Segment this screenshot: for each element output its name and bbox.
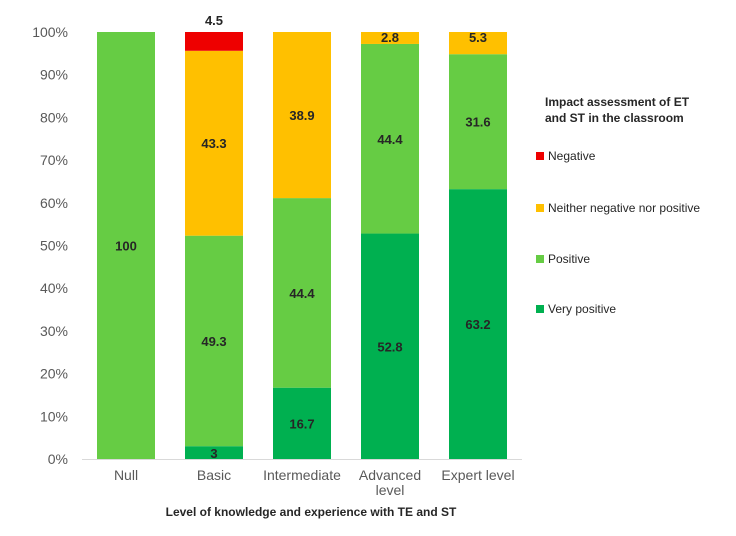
bar-segment [185, 446, 243, 459]
bar-segment [449, 32, 507, 55]
data-label: 52.8 [377, 339, 402, 354]
y-tick-label: 20% [40, 366, 68, 382]
data-labels: 100 3 49.3 43.3 4.5 16.7 44.4 38.9 52.8 44.4 2.8 63… [115, 13, 491, 461]
bar-segment [449, 189, 507, 460]
legend-label: Neither negative nor positive [548, 201, 700, 215]
x-axis-title: Level of knowledge and experience with T… [166, 505, 457, 519]
y-tick-label: 50% [40, 238, 68, 254]
legend-swatch [536, 255, 544, 263]
y-tick-label: 40% [40, 280, 68, 296]
x-tick-label: Expert level [441, 467, 514, 483]
bar-segment [273, 198, 331, 388]
bar-segment [273, 387, 331, 459]
data-label: 49.3 [201, 334, 226, 349]
data-label: 2.8 [381, 30, 399, 45]
bar-segment [361, 32, 419, 44]
y-tick-label: 10% [40, 408, 68, 424]
data-label: 100 [115, 239, 137, 254]
legend-label: Negative [548, 149, 596, 163]
x-tick-label: Basic [197, 467, 231, 483]
legend-swatch [536, 305, 544, 313]
data-label: 16.7 [289, 416, 314, 431]
legend-swatch [536, 152, 544, 160]
bar-segment [185, 32, 243, 51]
bar-segment [185, 235, 243, 447]
y-tick-label: 30% [40, 323, 68, 339]
bar-segment [273, 32, 331, 199]
y-tick-label: 100% [32, 24, 68, 40]
legend-label: Very positive [548, 302, 616, 316]
data-label: 5.3 [469, 30, 487, 45]
bar-segment [361, 43, 419, 234]
data-label: 63.2 [465, 317, 490, 332]
bar-segment [449, 54, 507, 190]
data-label: 44.4 [289, 286, 315, 301]
legend-swatch [536, 204, 544, 212]
legend-label: Positive [548, 252, 590, 266]
y-tick-label: 60% [40, 195, 68, 211]
legend: Impact assessment of ET and ST in the cla… [536, 95, 700, 316]
data-label: 43.3 [201, 136, 226, 151]
bars [97, 32, 507, 460]
bar-segment [361, 233, 419, 459]
y-axis-ticks: 0% 10% 20% 30% 40% 50% 60% 70% 80% 90% 100% [32, 24, 68, 467]
bar-segment [97, 32, 155, 459]
data-label: 38.9 [289, 108, 314, 123]
data-label: 31.6 [465, 115, 490, 130]
data-label: 3 [210, 446, 217, 461]
x-axis-ticks: Null Basic Intermediate Advanced level Expert… [114, 467, 515, 498]
y-tick-label: 90% [40, 67, 68, 83]
legend-title: Impact assessment of ET and ST in the cla… [545, 95, 690, 125]
y-tick-label: 80% [40, 109, 68, 125]
bar-segment [185, 50, 243, 236]
data-label: 44.4 [377, 132, 403, 147]
x-tick-label: Advanced level [359, 467, 421, 498]
y-tick-label: 0% [48, 451, 68, 467]
data-label: 4.5 [205, 13, 223, 28]
x-tick-label: Null [114, 467, 138, 483]
x-tick-label: Intermediate [263, 467, 341, 483]
y-tick-label: 70% [40, 152, 68, 168]
